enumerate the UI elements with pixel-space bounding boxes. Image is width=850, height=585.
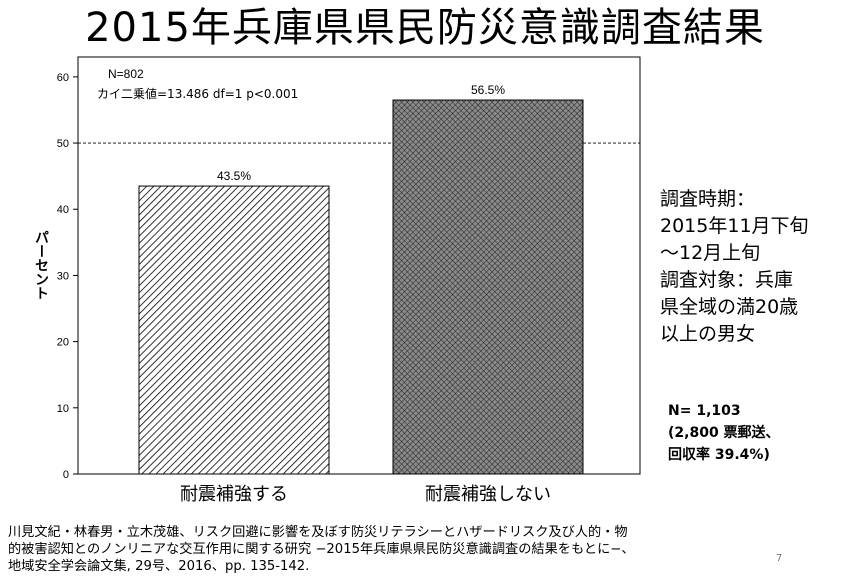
plot-frame [77,56,641,475]
x-category-label: 耐震補強する [180,484,288,505]
y-tick-label: 10 [57,403,69,415]
y-axis-label: パーセント [33,230,49,300]
bar-value-label: 43.5% [217,169,251,183]
y-tick-label: 40 [57,204,69,216]
bar-value-label: 56.5% [471,83,505,97]
y-tick-label: 50 [57,138,69,150]
y-tick-label: 30 [57,270,69,282]
sample-size-info: N= 1,103 (2,800 票郵送、 回収率 39.4%) [668,403,780,463]
page-title: 2015年兵庫県県民防災意識調査結果 [85,5,765,51]
sample-annotation: N=802 [108,67,144,81]
y-tick-label: 20 [57,337,69,349]
y-tick-label: 0 [63,469,69,481]
chi-square-annotation: カイ二乗値=13.486 df=1 p<0.001 [97,86,298,101]
bar-1 [138,185,330,475]
x-category-label: 耐震補強しない [425,484,551,505]
y-tick-label: 60 [57,72,69,84]
bar-2 [392,99,584,475]
citation: 川見文紀・林春男・立木茂雄、リスク回避に影響を及ぼす防災リテラシーとハザードリス… [8,525,635,574]
survey-info: 調査時期： 2015年11月下旬 〜12月上旬 調査対象：兵庫 県全域の満20歳… [660,188,809,345]
page-number: 7 [776,553,783,564]
